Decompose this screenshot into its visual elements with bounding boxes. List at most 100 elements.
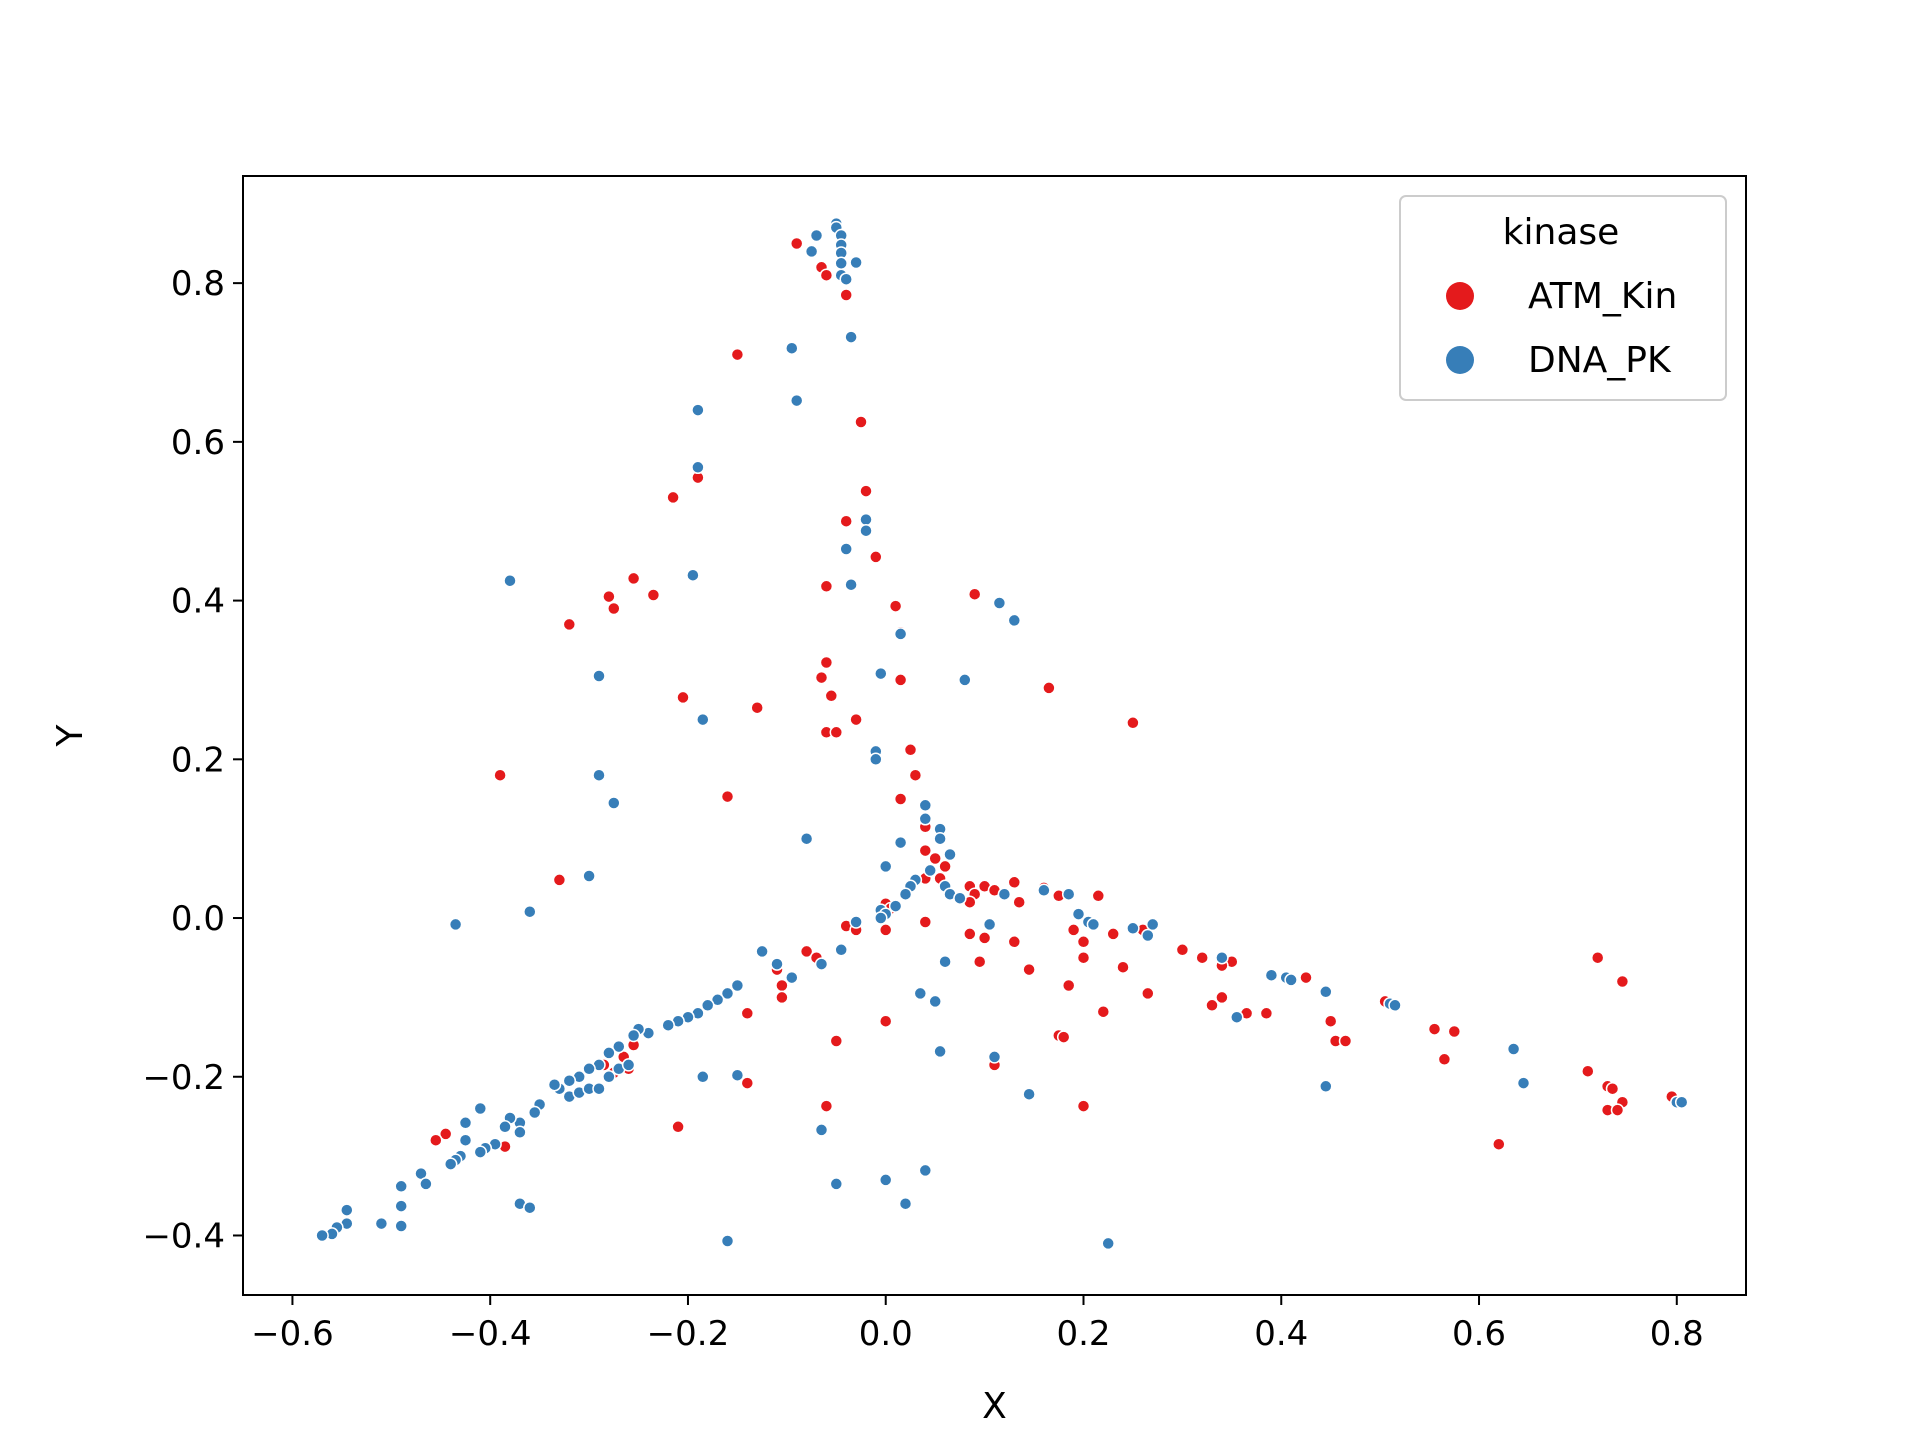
point-dna-pk-21 — [504, 575, 516, 587]
point-dna-pk-140 — [524, 1202, 536, 1214]
point-dna-pk-101 — [583, 1063, 595, 1075]
point-atm-kin-39 — [929, 853, 941, 865]
point-dna-pk-117 — [499, 1121, 511, 1133]
point-dna-pk-86 — [786, 972, 798, 984]
point-atm-kin-96 — [1582, 1065, 1594, 1077]
point-atm-kin-0 — [791, 238, 803, 250]
point-dna-pk-8 — [850, 257, 862, 269]
point-atm-kin-22 — [895, 674, 907, 686]
point-dna-pk-26 — [959, 674, 971, 686]
point-atm-kin-9 — [840, 515, 852, 527]
point-atm-kin-121 — [430, 1134, 442, 1146]
point-dna-pk-84 — [756, 945, 768, 957]
point-dna-pk-103 — [563, 1075, 575, 1087]
point-atm-kin-33 — [494, 769, 506, 781]
point-dna-pk-39 — [801, 833, 813, 845]
point-dna-pk-75 — [890, 900, 902, 912]
point-dna-pk-87 — [731, 980, 743, 992]
point-atm-kin-37 — [553, 874, 565, 886]
point-dna-pk-97 — [628, 1030, 640, 1042]
point-dna-pk-15 — [692, 461, 704, 473]
point-atm-kin-82 — [1216, 991, 1228, 1003]
x-tick-label: 0.6 — [1452, 1314, 1506, 1354]
point-dna-pk-130 — [395, 1180, 407, 1192]
point-atm-kin-78 — [1117, 961, 1129, 973]
point-dna-pk-60 — [1265, 969, 1277, 981]
point-atm-kin-20 — [820, 657, 832, 669]
x-axis-label: X — [982, 1386, 1007, 1427]
x-tick-label: −0.4 — [449, 1314, 532, 1354]
x-tick-label: 0.8 — [1650, 1314, 1704, 1354]
point-atm-kin-15 — [608, 603, 620, 615]
legend-marker-dna-pk — [1446, 346, 1474, 374]
point-atm-kin-114 — [672, 1121, 684, 1133]
point-dna-pk-4 — [811, 230, 823, 242]
point-dna-pk-118 — [474, 1103, 486, 1115]
point-dna-pk-50 — [998, 888, 1010, 900]
y-tick-label: −0.2 — [142, 1058, 225, 1098]
point-dna-pk-59 — [1216, 952, 1228, 964]
point-atm-kin-86 — [1300, 972, 1312, 984]
point-atm-kin-27 — [751, 702, 763, 714]
point-atm-kin-31 — [905, 744, 917, 756]
point-atm-kin-23 — [1043, 682, 1055, 694]
point-atm-kin-46 — [1008, 876, 1020, 888]
point-dna-pk-24 — [895, 628, 907, 640]
point-atm-kin-103 — [1493, 1138, 1505, 1150]
point-dna-pk-81 — [939, 956, 951, 968]
point-dna-pk-77 — [850, 916, 862, 928]
point-atm-kin-77 — [1078, 952, 1090, 964]
x-tick-label: −0.6 — [251, 1314, 334, 1354]
point-atm-kin-74 — [776, 991, 788, 1003]
point-dna-pk-30 — [870, 753, 882, 765]
point-dna-pk-112 — [623, 1059, 635, 1071]
point-atm-kin-26 — [825, 690, 837, 702]
point-atm-kin-12 — [628, 572, 640, 584]
point-atm-kin-88 — [1325, 1015, 1337, 1027]
point-atm-kin-34 — [722, 791, 734, 803]
point-atm-kin-66 — [1176, 944, 1188, 956]
x-tick-label: −0.2 — [647, 1314, 730, 1354]
point-dna-pk-85 — [771, 958, 783, 970]
point-dna-pk-129 — [420, 1178, 432, 1190]
point-atm-kin-10 — [870, 551, 882, 563]
legend: kinase ATM_KinDNA_PK — [1400, 196, 1726, 400]
point-atm-kin-107 — [1058, 1031, 1070, 1043]
point-dna-pk-131 — [395, 1200, 407, 1212]
point-dna-pk-36 — [934, 833, 946, 845]
point-dna-pk-141 — [697, 1071, 709, 1083]
point-atm-kin-67 — [1196, 952, 1208, 964]
point-dna-pk-152 — [1102, 1237, 1114, 1249]
point-atm-kin-2 — [820, 269, 832, 281]
point-dna-pk-148 — [919, 1164, 931, 1176]
point-dna-pk-33 — [919, 799, 931, 811]
point-atm-kin-21 — [816, 672, 828, 684]
point-dna-pk-109 — [593, 1083, 605, 1095]
point-dna-pk-37 — [895, 837, 907, 849]
point-dna-pk-46 — [924, 864, 936, 876]
point-dna-pk-42 — [450, 918, 462, 930]
point-atm-kin-13 — [603, 591, 615, 603]
point-atm-kin-76 — [1023, 964, 1035, 976]
point-atm-kin-90 — [1340, 1035, 1352, 1047]
point-dna-pk-71 — [1320, 1080, 1332, 1092]
point-dna-pk-142 — [731, 1069, 743, 1081]
point-atm-kin-51 — [1092, 890, 1104, 902]
point-atm-kin-25 — [677, 691, 689, 703]
point-dna-pk-147 — [900, 1198, 912, 1210]
point-dna-pk-51 — [1038, 884, 1050, 896]
point-dna-pk-25 — [875, 668, 887, 680]
legend-marker-atm-kin — [1446, 282, 1474, 310]
point-atm-kin-28 — [850, 714, 862, 726]
point-atm-kin-5 — [855, 416, 867, 428]
point-dna-pk-66 — [1231, 1011, 1243, 1023]
point-atm-kin-52 — [919, 916, 931, 928]
point-atm-kin-16 — [563, 618, 575, 630]
x-tick-label: 0.0 — [859, 1314, 913, 1354]
point-dna-pk-136 — [316, 1230, 328, 1242]
point-dna-pk-43 — [880, 860, 892, 872]
point-dna-pk-146 — [880, 1174, 892, 1186]
point-dna-pk-57 — [1142, 930, 1154, 942]
point-dna-pk-83 — [929, 995, 941, 1007]
